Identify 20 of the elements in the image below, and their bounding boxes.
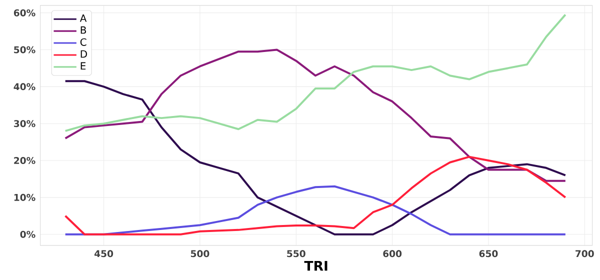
y-tick-label: 20%	[14, 157, 36, 164]
x-tick-label: 550	[287, 250, 306, 258]
line-series	[64, 14, 566, 132]
legend-label: B	[80, 26, 86, 34]
x-tick-label: 700	[576, 250, 594, 258]
legend-label: C	[80, 38, 86, 46]
legend-label: D	[80, 50, 87, 58]
y-tick-label: 10%	[14, 194, 36, 201]
x-tick-label: 600	[383, 250, 402, 258]
x-tick-label: 650	[479, 250, 498, 258]
y-tick-label: 0%	[20, 230, 36, 238]
y-tick-label: 40%	[14, 83, 36, 90]
y-tick-label: 30%	[14, 120, 36, 128]
y-tick-label: 60%	[14, 9, 36, 16]
x-tick-label: 500	[190, 250, 210, 258]
x-axis-title: TRI	[304, 260, 328, 271]
y-tick-label: 50%	[14, 46, 36, 54]
legend-label: E	[80, 62, 86, 70]
legend-label: A	[80, 14, 87, 22]
x-tick-label: 450	[94, 250, 114, 258]
